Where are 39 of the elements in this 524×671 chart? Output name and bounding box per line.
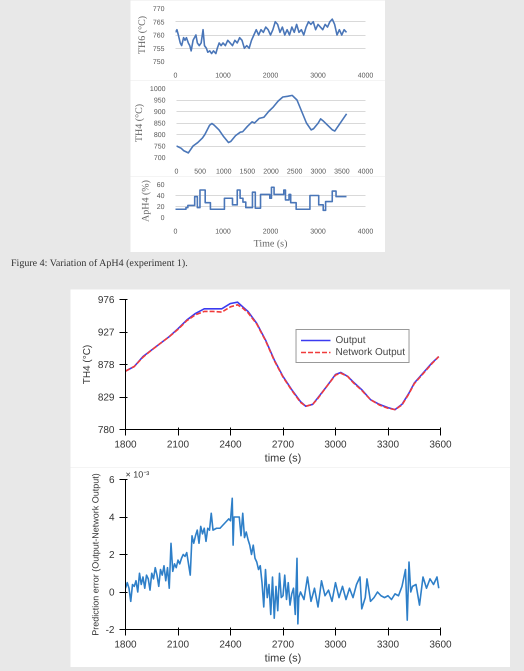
x-tick-label: 3600: [429, 640, 452, 650]
y-axis-title: TH4 (°C): [134, 104, 145, 142]
x-tick-label: 2700: [272, 440, 295, 450]
x-axis-title: Time (s): [254, 238, 288, 250]
x-tick-label: 2700: [272, 640, 295, 650]
y-tick-label: 976: [98, 295, 115, 306]
y-tick-label: 878: [98, 360, 115, 371]
y-tick-label: 0: [108, 588, 115, 598]
x-tick-label: 1800: [114, 640, 138, 650]
y-tick-label: 829: [98, 392, 115, 404]
x-tick-label: 3000: [324, 440, 348, 450]
y-tick-label: 4: [108, 512, 115, 524]
x-tick-label: 2400: [219, 440, 242, 450]
x-axis-title: time (s): [264, 652, 302, 664]
x-tick-label: 3300: [376, 440, 400, 450]
x-tick-label: 2400: [219, 640, 242, 650]
y-axis-title: TH4 (°C): [82, 344, 93, 384]
y-axis-title: ApH4 (%): [140, 180, 152, 222]
x-tick-label: 3300: [376, 640, 400, 650]
y-axis-title: TH6 (°C): [136, 16, 148, 54]
y-tick-label: 2: [108, 550, 115, 561]
y-tick-label: -2: [106, 625, 115, 636]
x-tick-label: 2100: [166, 640, 190, 650]
line-series: [176, 18, 348, 54]
y-tick-label: 927: [98, 328, 115, 338]
line-series: [126, 497, 440, 625]
x-tick-label: 2100: [166, 440, 190, 450]
x-axis-title: time (s): [264, 452, 302, 464]
y-tick-label: 6: [108, 475, 115, 486]
line-series: [176, 94, 348, 154]
x-tick-label: 3000: [324, 640, 348, 650]
legend-label: Output: [336, 334, 366, 346]
legend-label: Network Output: [336, 346, 405, 358]
y-axis-title: Prediction error (Output-Network Output): [90, 473, 101, 636]
caption: Figure 4: Variation of ApH4 (experiment 1).: [11, 257, 188, 271]
text: × 10⁻³: [126, 470, 150, 480]
x-tick-label: 3600: [429, 440, 452, 450]
y-tick-label: 780: [98, 425, 115, 436]
x-tick-label: 1800: [114, 440, 138, 450]
